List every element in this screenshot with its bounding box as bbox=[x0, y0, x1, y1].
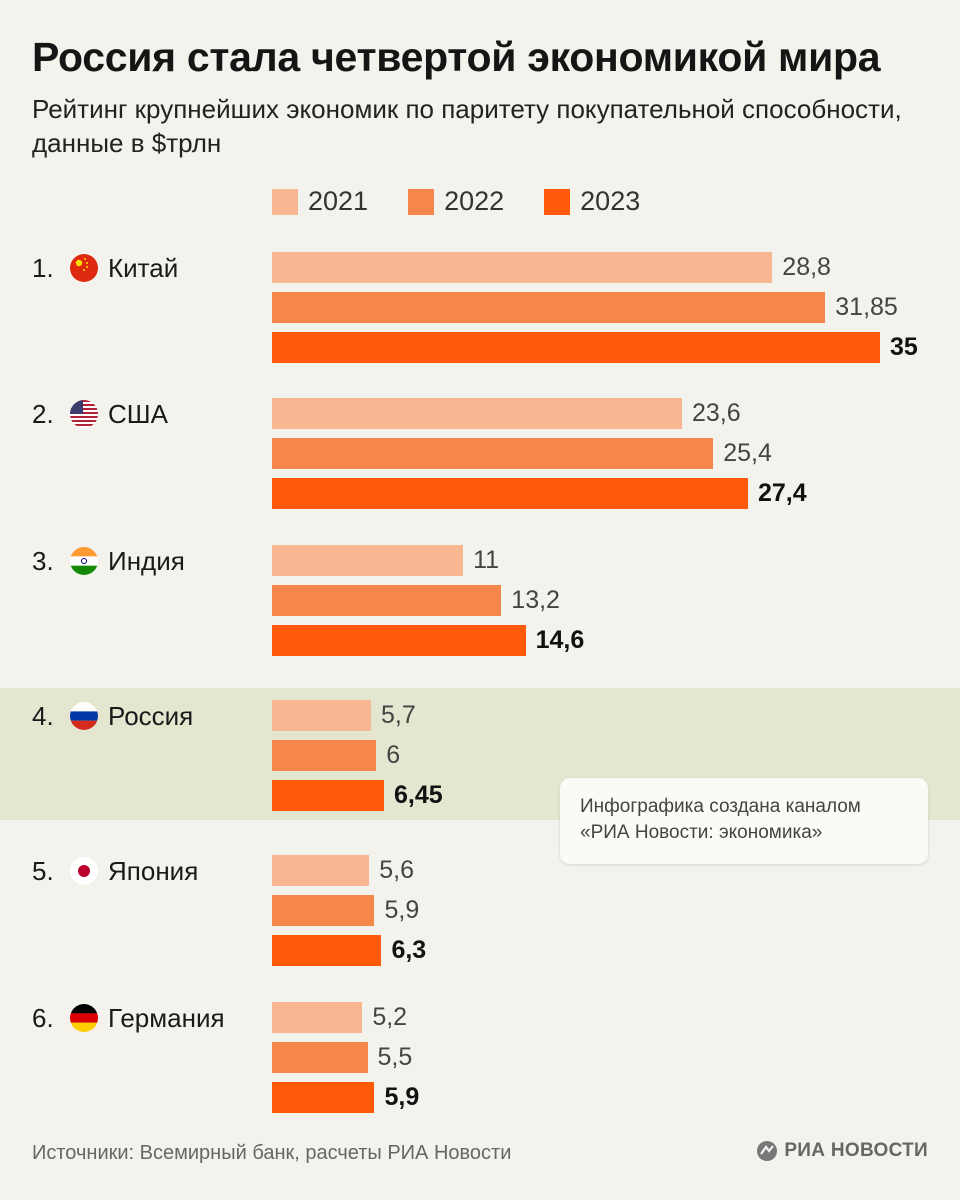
credit-note-line1: Инфографика создана каналом bbox=[580, 796, 861, 817]
bar-russia-2023 bbox=[272, 780, 385, 811]
value-label-usa-2023: 27,4 bbox=[757, 479, 807, 507]
india-flag-icon bbox=[70, 547, 98, 575]
legend-item-2023: 2023 bbox=[544, 186, 640, 217]
rank-label: 5. bbox=[32, 855, 54, 886]
usa-flag-icon bbox=[70, 400, 98, 428]
legend: 2021 2022 2023 bbox=[272, 186, 640, 217]
legend-label-2021: 2021 bbox=[308, 186, 369, 216]
value-label-india-2021: 11 bbox=[473, 546, 500, 574]
country-label-germany: 6. Германия bbox=[32, 1003, 225, 1033]
bar-china-2021 bbox=[272, 252, 773, 283]
flag-china bbox=[70, 254, 98, 282]
legend-label-2023: 2023 bbox=[580, 186, 641, 216]
country-name: Индия bbox=[108, 545, 185, 576]
ria-logo: РИА НОВОСТИ bbox=[756, 1140, 928, 1162]
credit-note-line2: «РИА Новости: экономика» bbox=[580, 822, 823, 843]
credit-note: Инфографика создана каналом «РИА Новости… bbox=[560, 778, 928, 864]
ria-logo-text: РИА НОВОСТИ bbox=[784, 1140, 928, 1161]
country-label-india: 3. Индия bbox=[32, 546, 185, 576]
value-label-japan-2023: 6,3 bbox=[391, 936, 427, 964]
value-label-germany-2023: 5,9 bbox=[384, 1083, 420, 1111]
bar-india-2023 bbox=[272, 625, 526, 656]
country-label-russia: 4. Россия bbox=[32, 701, 193, 731]
flag-russia bbox=[70, 702, 98, 730]
value-label-russia-2021: 5,7 bbox=[381, 701, 416, 729]
country-label-china: 1. Китай bbox=[32, 253, 178, 283]
japan-flag-icon bbox=[70, 857, 98, 885]
rank-label: 3. bbox=[32, 545, 54, 576]
legend-swatch-2022 bbox=[408, 188, 435, 215]
rank-label: 4. bbox=[32, 700, 54, 731]
flag-india bbox=[70, 547, 98, 575]
germany-flag-icon bbox=[70, 1004, 98, 1032]
legend-item-2022: 2022 bbox=[408, 186, 504, 217]
country-name: Россия bbox=[108, 700, 194, 731]
value-label-china-2023: 35 bbox=[890, 333, 918, 361]
country-name: Япония bbox=[108, 855, 199, 886]
bar-russia-2022 bbox=[272, 740, 377, 771]
bar-usa-2022 bbox=[272, 438, 714, 469]
bar-germany-2023 bbox=[272, 1082, 375, 1113]
value-label-usa-2021: 23,6 bbox=[691, 399, 741, 427]
legend-swatch-2021 bbox=[272, 188, 298, 215]
value-label-russia-2023: 6,45 bbox=[394, 781, 443, 809]
rank-label: 6. bbox=[32, 1002, 54, 1033]
value-label-india-2023: 14,6 bbox=[535, 626, 585, 654]
value-label-china-2022: 31,85 bbox=[835, 293, 898, 321]
legend-swatch-2023 bbox=[544, 188, 571, 215]
bar-japan-2022 bbox=[272, 895, 375, 926]
bar-usa-2021 bbox=[272, 398, 682, 429]
flag-germany bbox=[70, 1004, 98, 1032]
bar-japan-2021 bbox=[272, 855, 370, 886]
bar-india-2022 bbox=[272, 585, 502, 616]
chart-subtitle: Рейтинг крупнейших экономик по паритету … bbox=[32, 94, 902, 158]
country-name: США bbox=[108, 398, 168, 429]
value-label-russia-2022: 6 bbox=[386, 741, 401, 769]
source-text: Источники: Всемирный банк, расчеты РИА Н… bbox=[32, 1142, 512, 1164]
country-label-japan: 5. Япония bbox=[32, 856, 198, 886]
bar-japan-2023 bbox=[272, 935, 382, 966]
legend-label-2022: 2022 bbox=[444, 186, 505, 216]
value-label-japan-2021: 5,6 bbox=[379, 856, 415, 884]
bar-china-2023 bbox=[272, 332, 880, 363]
legend-item-2021: 2021 bbox=[272, 186, 368, 217]
value-label-germany-2021: 5,2 bbox=[372, 1003, 408, 1031]
flag-usa bbox=[70, 400, 98, 428]
rank-label: 2. bbox=[32, 398, 54, 429]
bar-germany-2022 bbox=[272, 1042, 368, 1073]
value-label-usa-2022: 25,4 bbox=[723, 439, 772, 467]
value-label-japan-2022: 5,9 bbox=[384, 896, 420, 924]
flag-japan bbox=[70, 857, 98, 885]
china-flag-icon bbox=[70, 254, 98, 282]
country-name: Китай bbox=[108, 252, 179, 283]
value-label-india-2022: 13,2 bbox=[511, 586, 560, 614]
ria-logo-icon bbox=[757, 1141, 778, 1161]
bar-china-2022 bbox=[272, 292, 826, 323]
bar-india-2021 bbox=[272, 545, 464, 576]
russia-flag-icon bbox=[70, 702, 98, 730]
value-label-germany-2022: 5,5 bbox=[377, 1043, 413, 1071]
bar-usa-2023 bbox=[272, 478, 748, 509]
rank-label: 1. bbox=[32, 252, 54, 283]
bar-germany-2021 bbox=[272, 1002, 363, 1033]
chart-title: Россия стала четвертой экономикой мира bbox=[32, 34, 881, 80]
value-label-china-2021: 28,8 bbox=[782, 253, 831, 281]
bar-russia-2021 bbox=[272, 700, 372, 731]
country-name: Германия bbox=[108, 1002, 225, 1033]
country-label-usa: 2. США bbox=[32, 399, 168, 429]
